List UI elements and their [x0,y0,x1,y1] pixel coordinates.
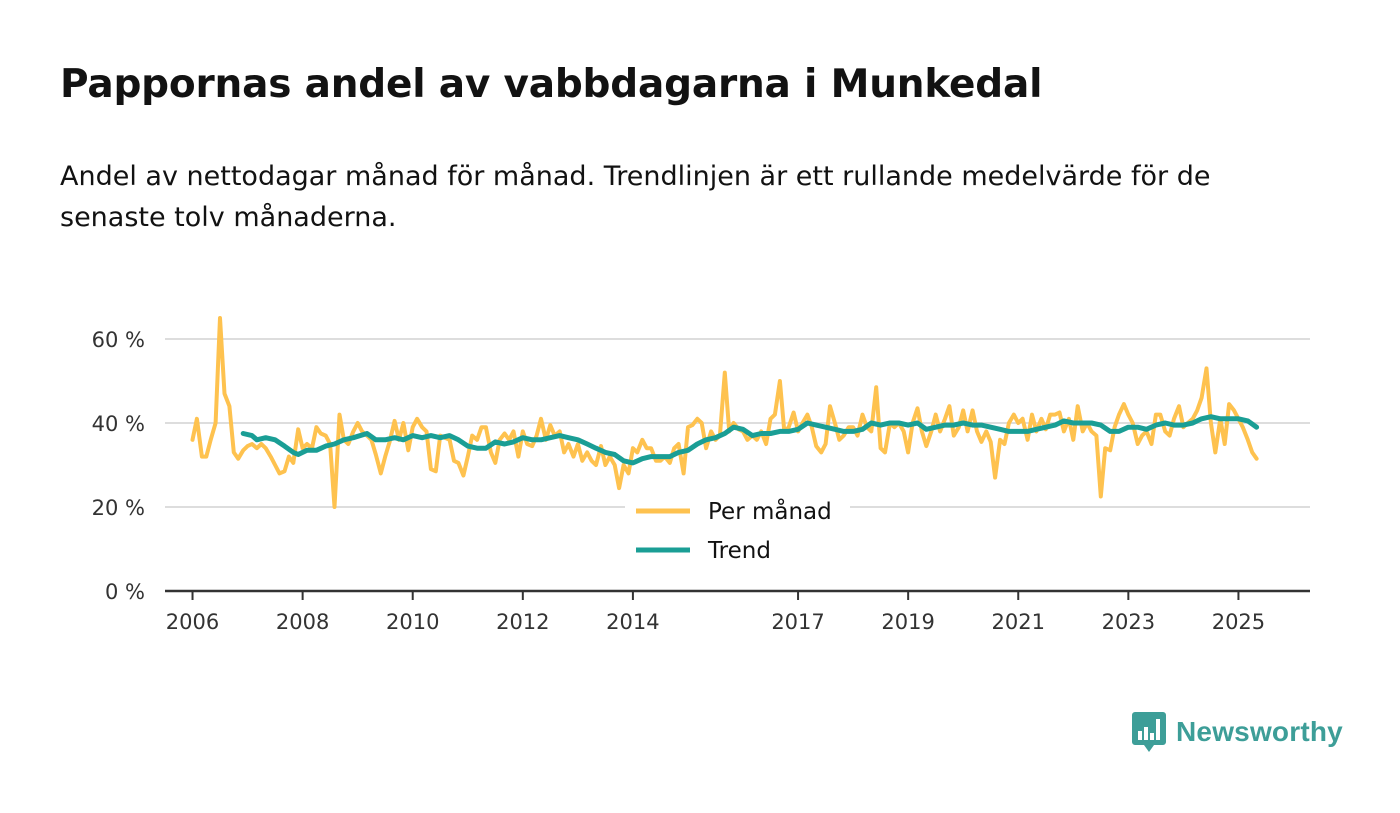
x-tick-label: 2021 [992,610,1045,634]
y-tick-label: 0 % [105,580,145,604]
newsworthy-brand: Newsworthy [1132,712,1343,752]
y-tick-label: 40 % [92,412,145,436]
x-tick-label: 2017 [771,610,824,634]
chart-subtitle: Andel av nettodagar månad för månad. Tre… [60,161,1211,233]
y-tick-label: 20 % [92,496,145,520]
series-line-trend [240,414,1260,466]
series-line-per-manad [190,316,1259,509]
x-tick-label: 2012 [496,610,549,634]
legend: Per månad Trend [625,492,850,570]
brand-name: Newsworthy [1176,716,1343,747]
x-tick-label: 2010 [386,610,439,634]
legend-label: Per månad [708,497,832,525]
newsworthy-logo-icon [1132,712,1166,752]
x-tick-label: 2023 [1102,610,1155,634]
x-tick-label: 2014 [606,610,659,634]
y-tick-label: 60 % [92,328,145,352]
chart-title: Pappornas andel av vabbdagarna i Munkeda… [60,62,1043,107]
x-tick-label: 2008 [276,610,329,634]
x-tick-label: 2019 [881,610,934,634]
axes: 0 % 20 % 40 % 60 % 2006 2008 2010 2012 2014 2017 2… [92,328,1310,634]
legend-label: Trend [707,538,771,564]
legend-background [625,492,850,570]
x-tick-label: 2006 [166,610,219,634]
x-tick-label: 2025 [1212,610,1265,634]
series-lines [190,316,1260,509]
